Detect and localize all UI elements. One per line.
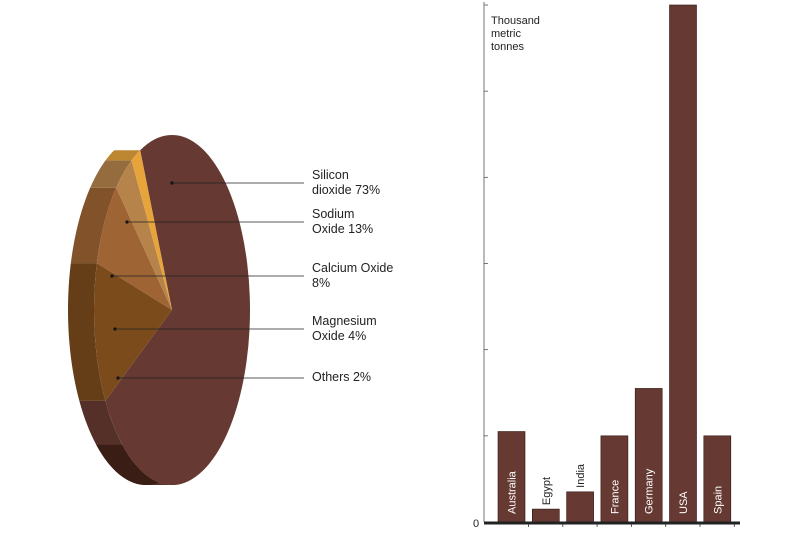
bar-usa — [669, 4, 697, 523]
pie-side-segment-3 — [90, 160, 132, 188]
pie-face — [94, 134, 251, 485]
bar-spain — [703, 435, 732, 523]
bar-france — [600, 435, 629, 523]
pie-label-0: Silicon dioxide 73% — [312, 168, 381, 197]
bar-germany — [634, 388, 663, 523]
pie-label-1: Sodium Oxide 13% — [312, 207, 374, 236]
x-tick-label-spain: Spain — [712, 486, 724, 514]
pie-label-2: Calcium Oxide 8% — [312, 261, 394, 290]
x-tick-label-france: France — [609, 480, 621, 514]
bar-australia — [497, 431, 526, 523]
pie-side-segment-1 — [68, 263, 106, 401]
pie-slice-3 — [116, 160, 172, 310]
x-tick-label-germany: Germany — [644, 468, 656, 514]
bar-india — [566, 491, 594, 523]
y-tick-label-0: 0 — [473, 518, 479, 530]
pie-edge — [96, 444, 192, 485]
pie-side-segment-2 — [70, 187, 117, 264]
pie-slice-1 — [94, 263, 172, 401]
x-tick-label-usa: USA — [678, 491, 690, 514]
pie-edge-bottom — [96, 444, 192, 485]
x-tick-label-egypt: Egypt — [541, 477, 553, 505]
pie-slice-4 — [131, 150, 172, 310]
pie-side-segment-0 — [79, 400, 172, 485]
pie-slice-2 — [96, 187, 172, 310]
y-axis-label: Thousand metric tonnes — [491, 15, 540, 53]
x-tick-label-india: India — [575, 463, 587, 488]
pie-side — [68, 150, 172, 485]
pie-label-3: Magnesium Oxide 4% — [312, 314, 377, 343]
pie-label-4: Others 2% — [312, 370, 372, 384]
x-tick-label-australia: Australia — [507, 470, 519, 514]
pie-side-segment-4 — [105, 150, 141, 161]
pie-slice-0 — [105, 134, 251, 485]
bar-egypt — [531, 508, 560, 523]
